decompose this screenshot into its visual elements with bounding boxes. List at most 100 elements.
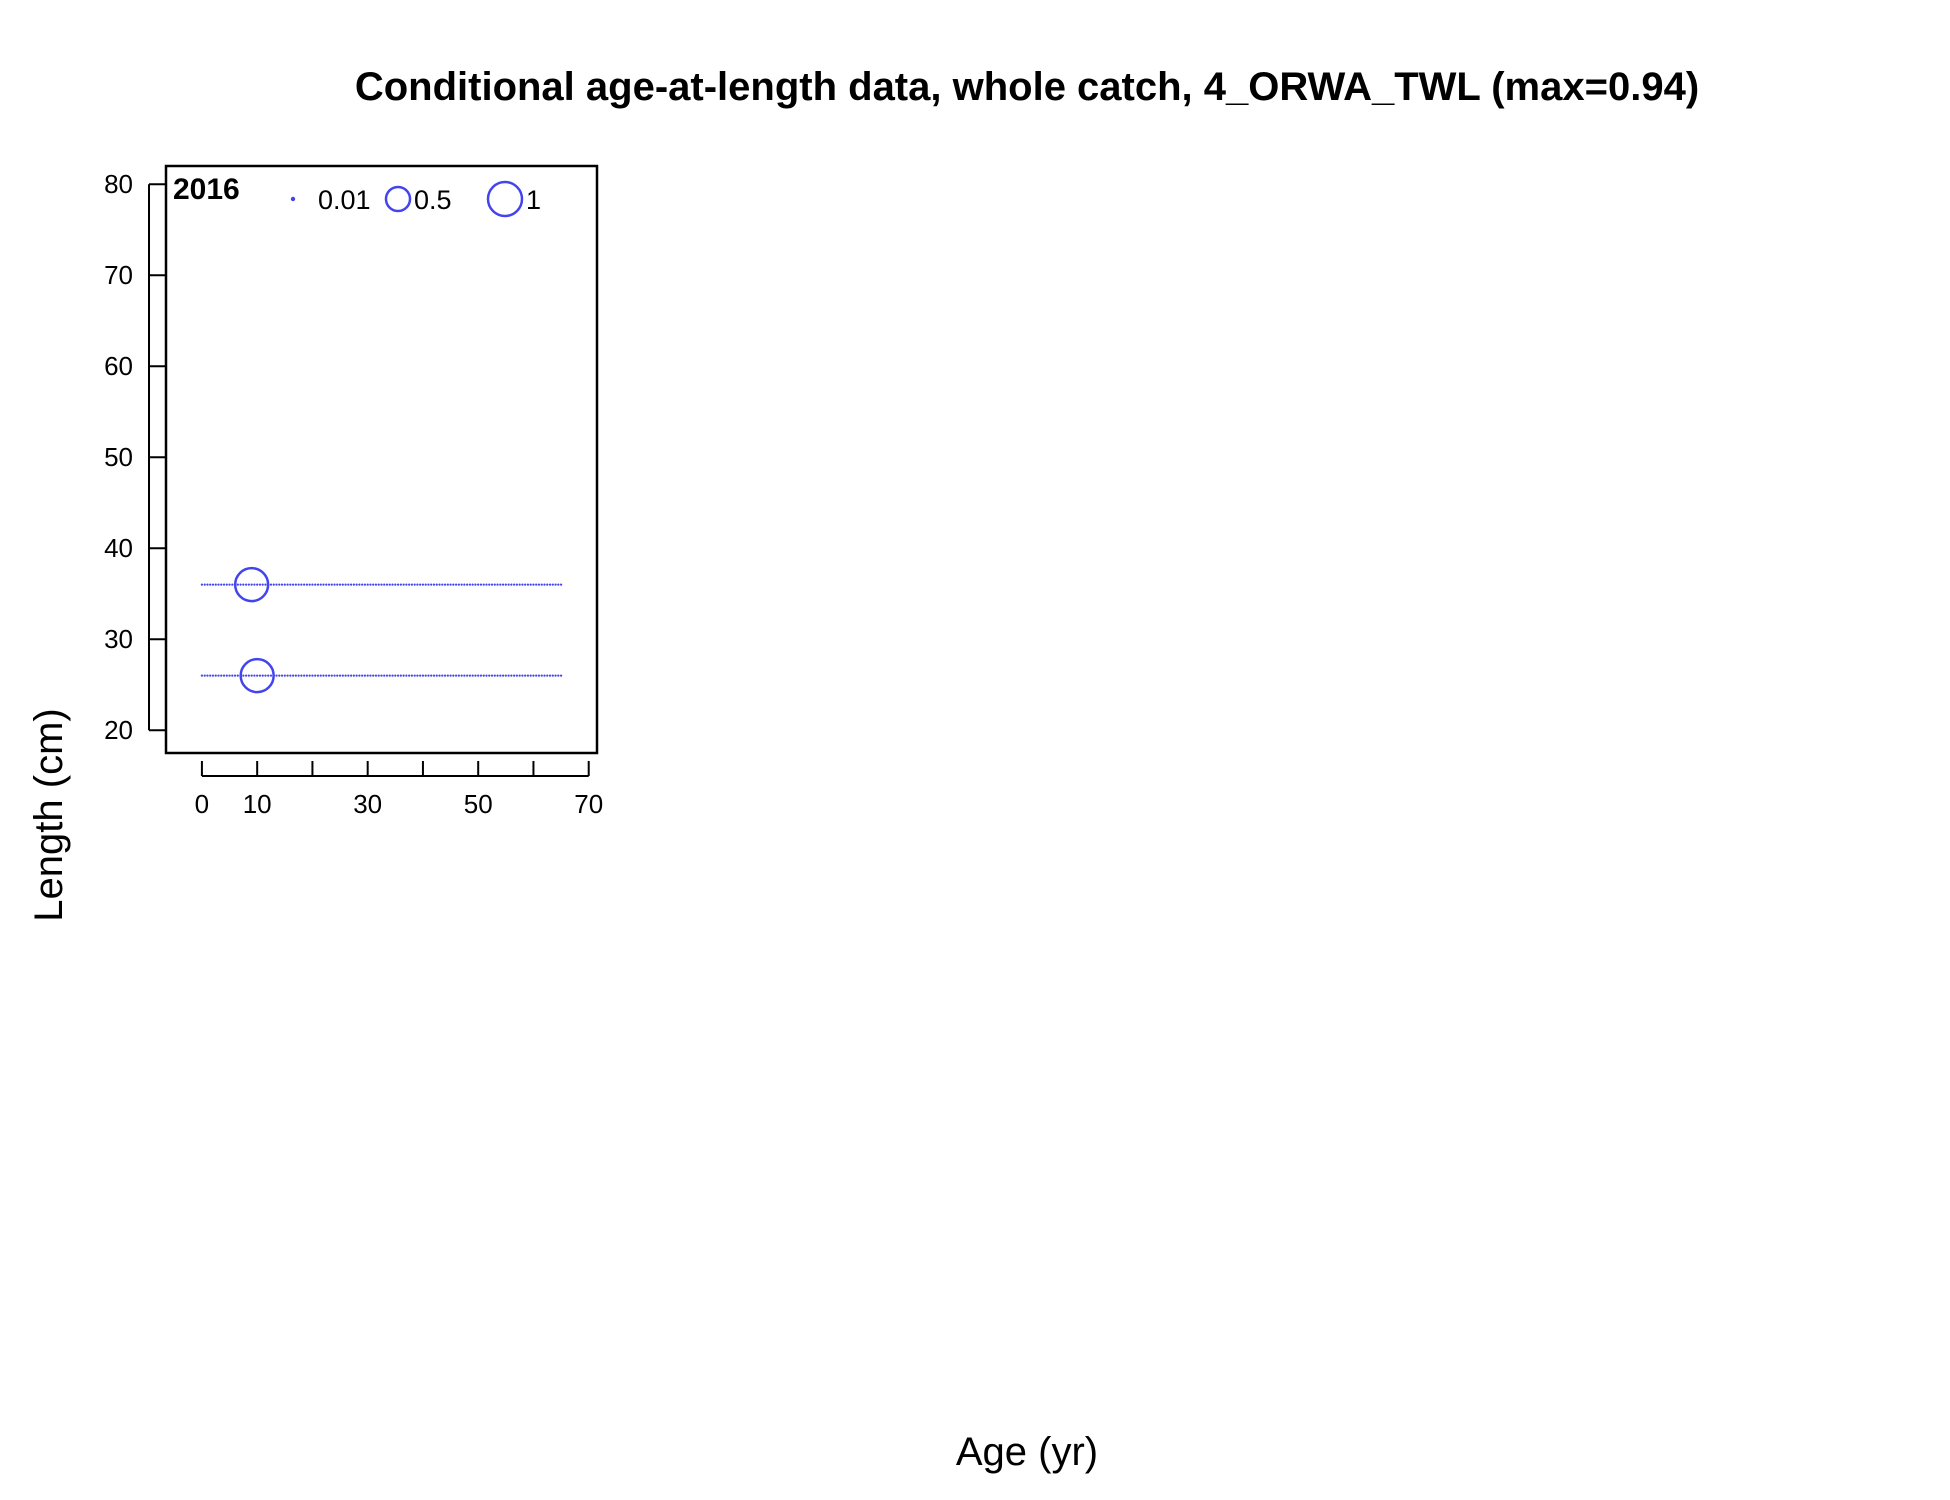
y-tick-label-50: 50 (104, 442, 133, 472)
empty-age-point (333, 583, 336, 586)
empty-age-point (524, 674, 527, 677)
plot-panel: 2016 0.01 0.5 1 (164, 164, 599, 755)
empty-age-point (272, 583, 275, 586)
empty-age-point (269, 674, 273, 677)
empty-age-point (245, 674, 248, 677)
empty-age-point (228, 674, 231, 677)
legend-label: 0.5 (414, 185, 452, 215)
empty-age-point (432, 583, 436, 586)
empty-age-point (217, 674, 220, 677)
panel-year-label: 2016 (173, 173, 240, 206)
empty-age-point (394, 583, 397, 586)
legend-entry-0.5: 0.5 (384, 185, 452, 215)
empty-age-point (488, 674, 491, 677)
empty-age-point (402, 583, 405, 586)
empty-age-point (236, 674, 239, 677)
empty-age-point (377, 583, 380, 586)
empty-age-point (493, 674, 496, 677)
empty-age-point (203, 674, 206, 677)
y-tick-label-70: 70 (104, 260, 133, 290)
empty-age-point (557, 583, 560, 586)
empty-age-point (316, 583, 320, 586)
empty-age-point (529, 674, 532, 677)
empty-age-point (540, 583, 543, 586)
empty-age-point (559, 674, 563, 677)
y-tick-label-20: 20 (104, 715, 133, 745)
empty-age-point (280, 583, 284, 586)
empty-age-point (319, 583, 322, 586)
data-rows (200, 566, 563, 694)
empty-age-point (361, 583, 364, 586)
empty-age-point (209, 583, 212, 586)
empty-age-point (336, 583, 339, 586)
empty-age-point (546, 583, 549, 586)
empty-age-point (471, 583, 474, 586)
empty-age-point (222, 583, 226, 586)
empty-age-point (330, 583, 333, 586)
empty-age-point (405, 583, 408, 586)
empty-age-point (408, 674, 411, 677)
empty-age-point (499, 583, 502, 586)
empty-age-point (294, 583, 297, 586)
empty-age-point (449, 674, 452, 677)
empty-age-point (452, 583, 455, 586)
empty-age-point (432, 674, 436, 677)
empty-age-point (242, 674, 245, 677)
empty-age-point (515, 674, 518, 677)
empty-age-point (551, 674, 554, 677)
x-tick-label-70: 70 (574, 789, 603, 819)
empty-age-point (305, 674, 309, 677)
empty-age-point (457, 674, 460, 677)
empty-age-point (289, 583, 292, 586)
empty-age-point (546, 674, 549, 677)
empty-age-point (521, 674, 524, 677)
empty-age-point (352, 583, 355, 586)
x-tick-label-50: 50 (464, 789, 493, 819)
empty-age-point (275, 583, 278, 586)
empty-age-point (322, 674, 325, 677)
empty-age-point (416, 674, 419, 677)
empty-age-point (363, 583, 367, 586)
empty-age-point (283, 583, 286, 586)
empty-age-point (294, 674, 297, 677)
empty-age-point (399, 583, 402, 586)
empty-age-point (308, 674, 311, 677)
empty-age-point (391, 583, 394, 586)
empty-age-point (413, 674, 416, 677)
empty-age-point (457, 583, 460, 586)
empty-age-point (358, 674, 361, 677)
empty-age-point (300, 674, 303, 677)
empty-age-point (394, 674, 397, 677)
x-tick-label-0: 0 (195, 789, 209, 819)
empty-age-point (372, 583, 375, 586)
empty-age-point (413, 583, 416, 586)
empty-age-point (396, 583, 400, 586)
empty-age-point (488, 583, 491, 586)
empty-age-point (399, 674, 402, 677)
empty-age-point (518, 674, 521, 677)
empty-age-point (543, 583, 546, 586)
empty-age-point (280, 674, 284, 677)
empty-age-point (250, 674, 253, 677)
empty-age-point (548, 583, 552, 586)
empty-age-point (203, 583, 206, 586)
empty-age-point (430, 674, 433, 677)
empty-age-point (524, 583, 527, 586)
empty-age-point (264, 674, 267, 677)
empty-age-point (507, 674, 510, 677)
empty-age-point (510, 674, 513, 677)
empty-age-point (435, 583, 438, 586)
empty-age-point (267, 674, 270, 677)
empty-age-point (236, 583, 239, 586)
empty-age-point (463, 674, 466, 677)
empty-age-point (286, 583, 289, 586)
empty-age-point (289, 674, 292, 677)
empty-age-point (496, 583, 499, 586)
empty-age-point (554, 674, 557, 677)
empty-age-point (206, 583, 209, 586)
empty-age-point (297, 674, 300, 677)
empty-age-point (501, 674, 505, 677)
empty-age-point (214, 674, 217, 677)
legend: 0.01 0.5 1 (290, 180, 541, 218)
x-tick-label-10: 10 (243, 789, 272, 819)
